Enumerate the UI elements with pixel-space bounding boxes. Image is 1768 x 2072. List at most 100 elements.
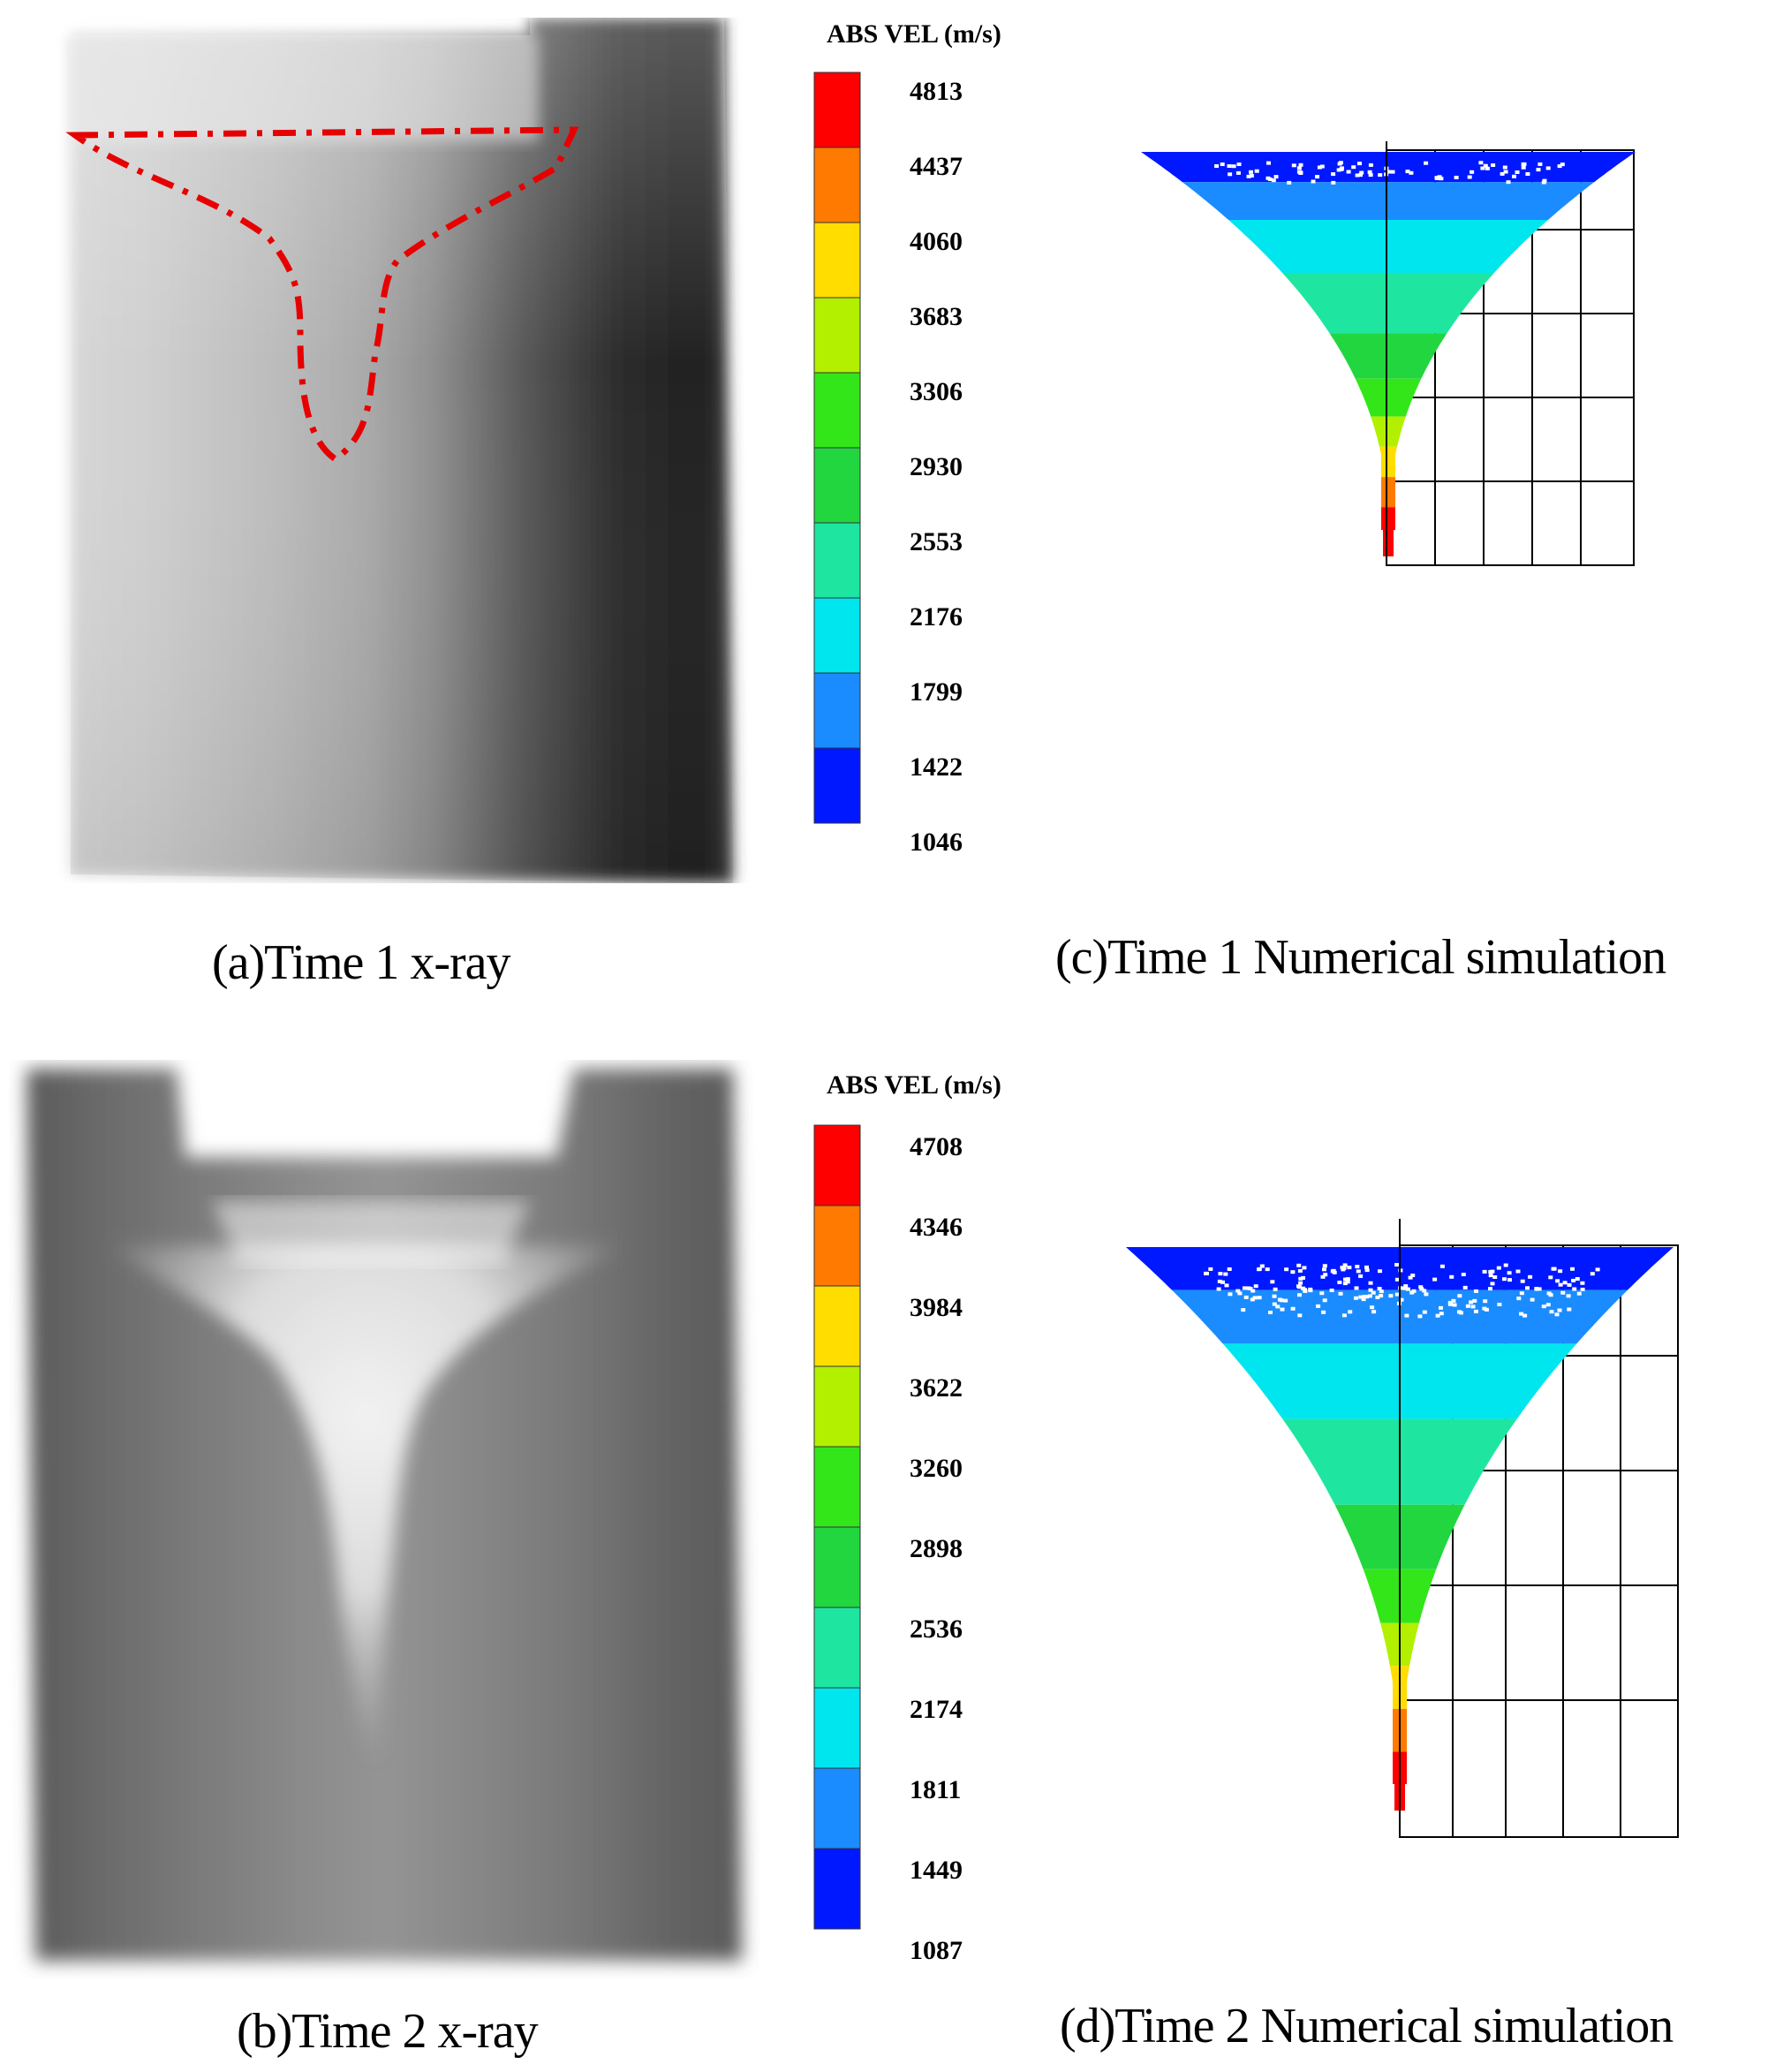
speckle [1242,1286,1247,1290]
colorbar-tick-label: 1422 [910,752,963,782]
colorbar-tick-label: 4708 [910,1132,963,1161]
speckle [1356,1269,1361,1274]
speckle [1220,1280,1225,1284]
colorbar-swatch [813,1205,861,1287]
speckle [1259,1264,1265,1268]
speckle [1237,1291,1243,1296]
speckle [1378,1269,1382,1274]
speckle [1319,164,1325,169]
speckle [1359,170,1364,175]
speckle [1298,1281,1303,1285]
speckle [1519,1312,1524,1316]
speckle [1301,1275,1305,1280]
speckle [1250,1289,1256,1293]
speckle [1576,1291,1582,1296]
speckle [1375,1295,1380,1299]
speckle [1503,1263,1508,1267]
speckle [1228,172,1233,177]
speckle [1457,1294,1462,1298]
colorbar-swatch [813,1446,861,1528]
speckle [1322,1264,1327,1268]
simulation-plot-time1 [1141,141,1636,566]
colorbar-swatch [813,147,861,223]
speckle [1338,1291,1343,1296]
speckle [1545,166,1551,170]
speckle [1474,1289,1478,1293]
speckle [1354,1286,1359,1290]
speckle [1331,172,1336,177]
speckle [1355,1265,1360,1269]
speckle [1525,1286,1530,1290]
speckle [1246,174,1251,178]
speckle [1235,170,1241,175]
speckle [1371,1290,1376,1295]
simulation-plot-time2 [1126,1219,1679,1838]
speckle [1434,176,1439,180]
speckle [1560,163,1565,167]
speckle [1522,162,1527,166]
speckle [1368,1288,1373,1292]
speckle [1520,1279,1525,1283]
speckle [1319,1291,1325,1296]
speckle [1296,166,1302,170]
speckle [1346,170,1351,174]
colorbar-tick-label: 2898 [910,1534,963,1563]
speckle [1271,178,1276,183]
speckle [1342,1263,1348,1267]
speckle [1249,174,1254,178]
speckle [1265,1267,1270,1272]
speckle [1370,1305,1375,1310]
speckle [1424,161,1429,165]
speckle [1257,1267,1262,1271]
speckle [1447,1301,1453,1304]
colorbar-swatch [813,222,861,299]
velocity-band [1355,378,1422,417]
speckle [1364,1265,1369,1269]
speckle [1317,165,1322,170]
colorbar-swatches [813,72,861,824]
speckle [1227,1267,1232,1271]
colorbar-tick-label: 3260 [910,1454,963,1483]
speckle [1557,164,1562,169]
speckle [1572,1287,1577,1291]
speckle [1342,1282,1348,1286]
speckle [1409,170,1414,175]
speckle [1537,1287,1542,1291]
speckle [1298,170,1303,175]
colorbar-tick-label: 1046 [910,828,963,857]
speckle [1358,1295,1364,1299]
speckle [1555,1279,1560,1283]
speckle [1316,1304,1321,1308]
speckle [1452,1303,1457,1307]
speckle [1287,180,1292,185]
colorbar-tick-label: 2536 [910,1614,963,1644]
speckle [1254,169,1259,173]
speckle [1388,1294,1394,1298]
colorbar-title: ABS VEL (m/s) [827,1070,1001,1100]
speckle [1214,164,1219,168]
speckle [1519,1291,1524,1296]
panel-caption-d: (d)Time 2 Numerical simulation [1060,1999,1674,2053]
speckle [1291,163,1296,168]
speckle [1277,1297,1282,1302]
speckle [1322,1267,1326,1272]
speckle [1570,1267,1575,1271]
speckle [1558,1269,1563,1274]
speckle [1580,1288,1585,1291]
speckle [1208,1267,1213,1271]
speckle [1329,1289,1334,1292]
speckle [1528,1274,1533,1279]
speckle [1394,1277,1400,1282]
speckle [1575,1277,1580,1281]
speckle [1461,1273,1466,1276]
speckle [1485,166,1490,170]
speckle [1474,1309,1478,1313]
speckle [1497,1303,1502,1306]
speckle [1379,1289,1384,1294]
speckle [1549,1310,1554,1314]
speckle [1542,178,1547,183]
speckle [1418,1285,1424,1289]
speckle [1462,1285,1468,1289]
speckle [1422,1310,1427,1314]
speckle [1558,1282,1563,1287]
